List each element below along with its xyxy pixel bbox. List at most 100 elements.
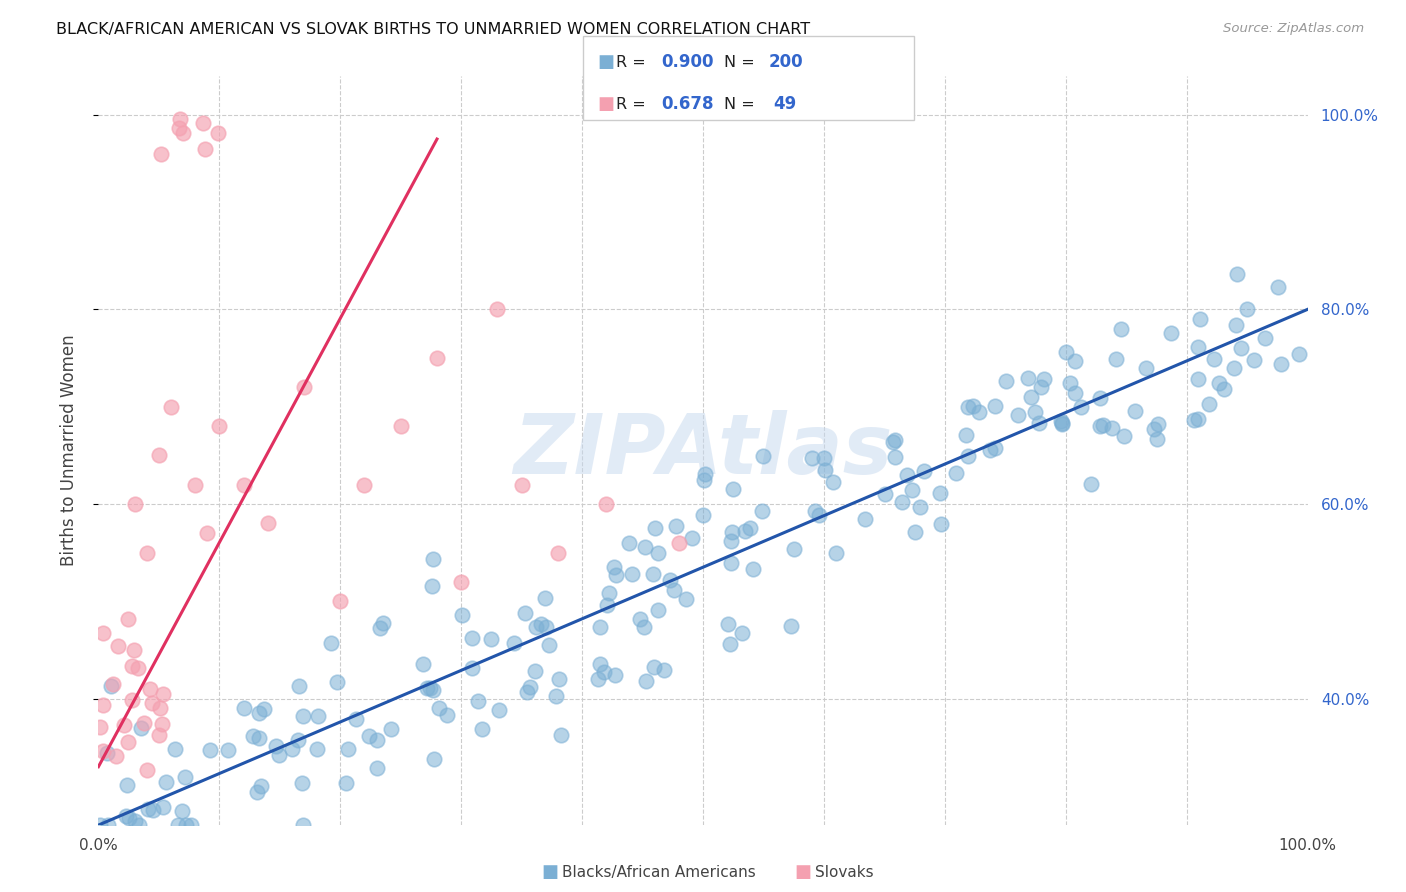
Point [155,775,177,789]
Point [515,607,537,621]
Text: ■: ■ [598,95,614,113]
Point [167,818,190,832]
Point [121,658,143,673]
Text: R =: R = [616,97,651,112]
Point [804,504,827,518]
Point [112,717,135,731]
Point [813,463,835,477]
Point [957,449,980,463]
Point [693,473,716,487]
Text: 0.678: 0.678 [661,95,713,113]
Point [644,521,666,535]
Point [246,785,269,799]
Point [1064,353,1087,368]
Point [731,626,754,640]
Point [1223,361,1246,376]
Point [738,521,761,535]
Point [127,661,149,675]
Point [1123,403,1146,417]
Point [172,804,194,818]
Point [779,618,801,632]
Point [89,720,111,734]
Point [721,525,744,540]
Point [1109,322,1132,336]
Point [366,761,388,775]
Point [249,731,271,746]
Point [479,632,502,647]
Point [641,567,664,582]
Point [1088,418,1111,433]
Point [1101,421,1123,435]
Point [97,818,120,832]
Point [105,749,128,764]
Point [1088,392,1111,406]
Point [131,722,153,736]
Point [1187,412,1209,426]
Point [172,126,194,140]
Point [1007,409,1029,423]
Point [1024,405,1046,419]
Point [426,351,449,365]
Point [416,681,439,695]
Text: R =: R = [616,55,651,70]
Point [598,586,620,600]
Point [107,640,129,654]
Text: ■: ■ [541,863,558,881]
Text: ■: ■ [794,863,811,881]
Point [292,380,315,394]
Point [291,776,314,790]
Point [1080,477,1102,491]
Text: Blacks/African Americans: Blacks/African Americans [562,865,756,880]
Point [1028,416,1050,430]
Point [242,729,264,743]
Point [150,716,173,731]
Point [994,374,1017,388]
Point [801,450,824,465]
Point [269,747,291,762]
Point [486,302,509,317]
Point [589,620,612,634]
Point [419,681,441,695]
Point [321,635,343,649]
Text: 0.900: 0.900 [661,54,713,71]
Point [658,574,681,588]
Point [1147,417,1170,432]
Point [967,404,990,418]
Point [366,733,388,747]
Point [117,735,139,749]
Point [1054,345,1077,359]
Point [336,742,359,756]
Point [467,694,489,708]
Point [681,531,703,545]
Point [232,477,254,491]
Point [536,620,558,634]
Point [957,400,980,414]
Point [195,526,218,541]
Point [287,679,309,693]
Text: 49: 49 [773,95,797,113]
Point [516,685,538,699]
Point [1187,371,1209,385]
Point [266,739,288,754]
Point [1226,268,1249,282]
Point [595,497,617,511]
Text: Source: ZipAtlas.com: Source: ZipAtlas.com [1223,22,1364,36]
Point [173,771,195,785]
Point [132,716,155,731]
Point [117,778,139,792]
Point [519,681,541,695]
Point [253,702,276,716]
Point [305,742,328,756]
Point [371,615,394,630]
Point [1019,391,1042,405]
Point [389,419,412,434]
Point [1213,382,1236,396]
Point [752,449,775,463]
Point [1188,312,1211,326]
Point [180,818,202,832]
Point [461,631,484,645]
Point [824,546,846,560]
Point [647,546,669,560]
Point [1184,413,1206,427]
Point [1091,418,1114,433]
